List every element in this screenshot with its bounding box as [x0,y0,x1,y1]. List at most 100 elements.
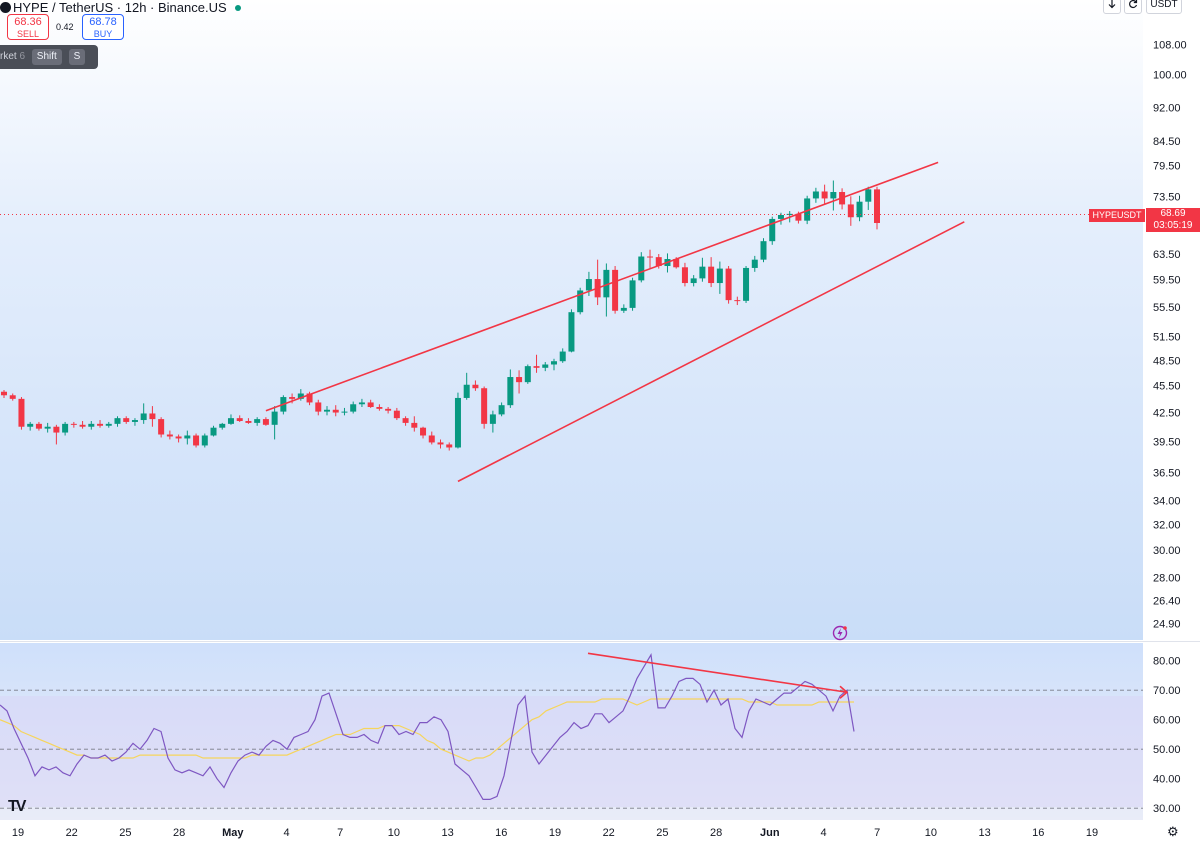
candle [123,416,130,424]
candle-body [193,435,200,446]
candle-body [428,435,435,443]
candle-body [603,269,610,298]
candle [114,416,121,427]
candle [367,399,374,408]
candle [411,416,418,432]
candle [358,398,365,408]
price-tick-label: 34.00 [1153,496,1181,508]
candle-body [463,384,470,398]
candle-body [341,411,348,413]
candle [507,369,514,408]
candle [140,403,147,424]
candle-body [620,307,627,311]
refresh-button[interactable] [1124,0,1142,14]
alert-icon[interactable] [832,625,848,641]
rsi-tick-label: 70.00 [1153,685,1181,697]
candle [193,433,200,448]
candle-body [655,257,662,267]
price-tick-label: 45.50 [1153,381,1181,393]
symbol-title[interactable]: HYPE / TetherUS · 12h · Binance.US [13,0,227,15]
time-tick-label: 28 [173,827,185,839]
time-tick-label: 4 [820,827,826,839]
candle-body [9,395,16,399]
candle-body [166,434,173,437]
candle [350,401,357,414]
candle [725,266,732,304]
rsi-divergence-arrowhead [839,685,849,699]
time-axis-ticks: 19 22 25 28 May 4 7 10 13 16 19 22 25 28 Jun 4 7 10 13 16 19 [12,827,1098,839]
time-tick-label: 13 [978,827,990,839]
candle [472,380,479,391]
candle [533,354,540,373]
candle [53,424,60,445]
price-tick-label: 24.90 [1153,619,1181,631]
last-price-value: 68.69 [1160,208,1186,219]
candle-body [393,410,400,419]
candle-body [97,423,104,426]
candle [751,255,758,272]
price-tick-label: 108.00 [1153,39,1187,51]
candle-body [411,422,418,428]
shortcut-tooltip: rket 6 Shift S [0,45,98,69]
time-tick-label: 19 [549,827,561,839]
candle-body [306,393,313,403]
candle-body [149,413,156,420]
candle-body [681,267,688,284]
candle [428,431,435,445]
trendline-lower-support[interactable] [457,221,965,483]
candle-body [289,397,296,399]
candle [131,418,138,426]
candle [420,426,427,439]
chart-header: HYPE / TetherUS · 12h · Binance.US [0,0,241,15]
candle-body [690,278,697,284]
candle-body [18,398,25,427]
scroll-down-button[interactable] [1103,0,1121,14]
currency-button[interactable]: USDT [1146,0,1182,14]
candle [481,386,488,429]
candle-body [865,189,872,202]
candle-body [262,419,269,425]
candle [70,421,77,428]
price-tick-label: 36.50 [1153,468,1181,480]
candle [629,277,636,311]
candle-body [62,423,69,433]
price-tick-label: 42.50 [1153,408,1181,420]
candle [227,414,234,425]
time-tick-label: Jun [760,827,780,839]
candle [271,406,278,440]
tooltip-text: rket [0,51,17,62]
rsi-divergence-line[interactable] [587,652,848,694]
market-status-icon [234,5,241,11]
buy-button[interactable]: 68.78 BUY [82,14,124,40]
candle [734,296,741,306]
candle-body [27,423,34,427]
settings-gear-icon[interactable]: ⚙ [1167,824,1179,839]
price-tick-label: 84.50 [1153,136,1181,148]
rsi-lines [0,652,855,801]
price-tick-label: 100.00 [1153,70,1187,82]
shift-key: Shift [31,49,62,65]
candle-body [332,409,339,413]
candle [44,422,51,433]
sell-button[interactable]: 68.36 SELL [7,14,49,40]
candle [681,262,688,287]
candle-body [847,204,854,218]
candle-body [708,266,715,284]
price-axis-background [1143,0,1200,845]
candle [9,393,16,401]
candle-body [516,377,523,383]
candle [524,364,531,384]
rsi-tick-label: 30.00 [1153,803,1181,815]
tradingview-logo-icon[interactable]: TV [8,798,27,815]
rsi-axis-ticks: 80.00 70.00 60.00 50.00 40.00 30.00 [1153,656,1181,816]
rsi-line [0,653,855,801]
candle-body [105,423,112,426]
price-tick-label: 59.50 [1153,275,1181,287]
candle-body [550,361,557,365]
candle [158,417,165,438]
trendline-upper-resistance[interactable] [265,161,939,412]
price-tick-label: 32.00 [1153,520,1181,532]
candle [559,348,566,363]
price-axis-ticks: 108.00100.0092.0084.5079.5073.5068.0063.… [1153,39,1187,630]
